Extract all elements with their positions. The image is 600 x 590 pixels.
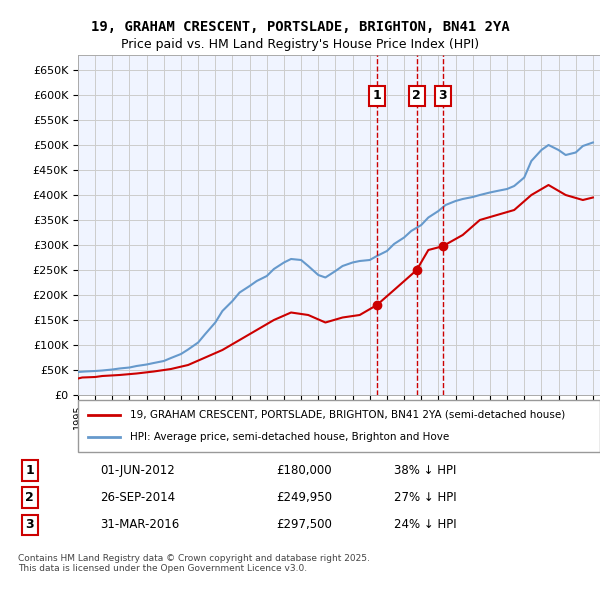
Text: 2: 2 xyxy=(412,89,421,102)
Text: 19, GRAHAM CRESCENT, PORTSLADE, BRIGHTON, BN41 2YA: 19, GRAHAM CRESCENT, PORTSLADE, BRIGHTON… xyxy=(91,20,509,34)
Text: £249,950: £249,950 xyxy=(277,491,332,504)
Text: £180,000: £180,000 xyxy=(277,464,332,477)
FancyBboxPatch shape xyxy=(78,400,600,452)
Text: Contains HM Land Registry data © Crown copyright and database right 2025.
This d: Contains HM Land Registry data © Crown c… xyxy=(18,554,370,573)
Text: £297,500: £297,500 xyxy=(277,519,332,532)
Text: 2: 2 xyxy=(25,491,34,504)
Text: 26-SEP-2014: 26-SEP-2014 xyxy=(100,491,175,504)
Text: 27% ↓ HPI: 27% ↓ HPI xyxy=(394,491,457,504)
Text: Price paid vs. HM Land Registry's House Price Index (HPI): Price paid vs. HM Land Registry's House … xyxy=(121,38,479,51)
Text: 19, GRAHAM CRESCENT, PORTSLADE, BRIGHTON, BN41 2YA (semi-detached house): 19, GRAHAM CRESCENT, PORTSLADE, BRIGHTON… xyxy=(130,409,565,419)
Text: 24% ↓ HPI: 24% ↓ HPI xyxy=(394,519,457,532)
Text: 01-JUN-2012: 01-JUN-2012 xyxy=(100,464,175,477)
Text: 1: 1 xyxy=(373,89,381,102)
Text: 3: 3 xyxy=(25,519,34,532)
Text: 31-MAR-2016: 31-MAR-2016 xyxy=(100,519,179,532)
Text: 3: 3 xyxy=(439,89,447,102)
Text: HPI: Average price, semi-detached house, Brighton and Hove: HPI: Average price, semi-detached house,… xyxy=(130,432,449,442)
Text: 1: 1 xyxy=(25,464,34,477)
Text: 38% ↓ HPI: 38% ↓ HPI xyxy=(394,464,457,477)
